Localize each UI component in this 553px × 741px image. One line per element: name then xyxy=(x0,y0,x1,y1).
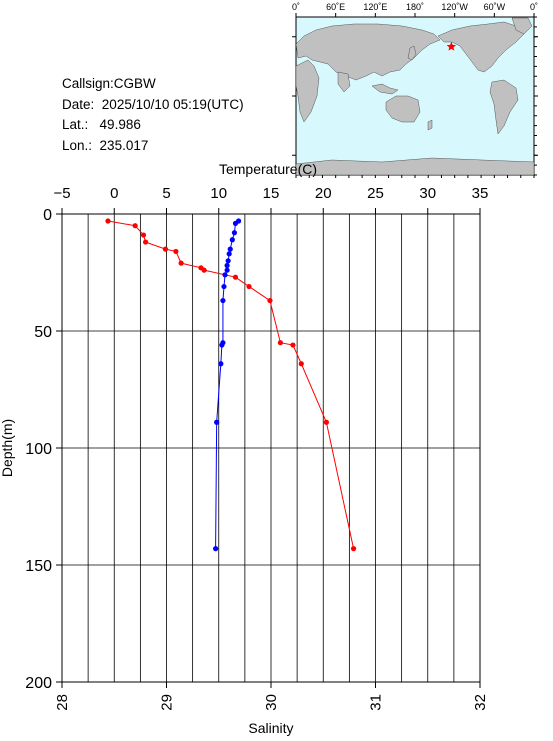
salinity-point xyxy=(220,297,226,304)
lon-label: Lon.: xyxy=(62,137,93,153)
station-marker-icon xyxy=(446,41,457,51)
map-lon-label: 60˚W xyxy=(484,2,506,12)
salinity-point xyxy=(225,258,231,264)
temperature-point xyxy=(232,274,239,280)
temperature-tick-label: 30 xyxy=(419,185,436,202)
temperature-tick-label: 35 xyxy=(472,185,489,202)
date-label: Date: xyxy=(62,96,95,112)
salinity-point xyxy=(229,237,235,243)
salinity-tick-label: 31 xyxy=(368,694,385,711)
lat-label: Lat.: xyxy=(62,117,89,132)
chart-grid xyxy=(61,213,481,683)
temperature-point xyxy=(246,283,252,290)
land-africa xyxy=(295,59,320,123)
callsign-label: Callsign: xyxy=(62,76,114,91)
lat-row: Lat.: 49.986 xyxy=(62,115,244,136)
temperature-point xyxy=(277,340,284,346)
salinity-point xyxy=(222,272,228,278)
temperature-axis: −5 0 5 10 15 20 25 30 35 xyxy=(53,185,488,214)
profile-plot: −5 0 5 10 15 20 25 30 35 28 29 30 31 32 050100150200… xyxy=(0,161,489,736)
map-lon-label: 180˚ xyxy=(406,2,424,12)
temperature-point xyxy=(105,218,111,224)
salinity-axis-label: Salinity xyxy=(248,720,293,736)
salinity-series xyxy=(213,218,242,552)
temperature-point xyxy=(201,267,207,273)
map-lon-label: 120˚E xyxy=(363,2,387,12)
temperature-point xyxy=(132,223,138,229)
depth-axis: 0 50 100 150 200 xyxy=(25,207,62,692)
salinity-tick-label: 28 xyxy=(54,694,71,711)
date-row: Date: 2025/10/10 05:19(UTC) xyxy=(62,95,244,116)
temperature-point xyxy=(178,260,184,266)
depth-tick-label: 200 xyxy=(25,675,52,692)
depth-tick-label: 100 xyxy=(25,441,52,458)
salinity-axis: 28 29 30 31 32 xyxy=(54,682,489,711)
map-lon-label: 120˚W xyxy=(441,2,468,12)
salinity-point xyxy=(218,361,224,367)
temperature-tick-label: 25 xyxy=(367,185,384,202)
land-australia xyxy=(385,95,421,123)
land-indonesia xyxy=(371,83,399,95)
temperature-point xyxy=(298,361,304,367)
depth-tick-label: 0 xyxy=(43,207,52,224)
callsign-value: CGBW xyxy=(113,76,156,91)
temperature-line xyxy=(107,220,355,549)
temperature-tick-label: 15 xyxy=(263,185,280,202)
series-layer xyxy=(105,218,357,552)
salinity-point xyxy=(224,267,230,273)
salinity-point xyxy=(213,546,219,552)
temperature-point xyxy=(173,248,179,255)
temperature-point xyxy=(143,239,149,245)
salinity-tick-label: 30 xyxy=(263,694,280,711)
land-japan xyxy=(407,45,417,61)
map-land xyxy=(295,17,535,176)
temperature-point xyxy=(323,419,329,425)
land-south-america xyxy=(489,79,519,135)
depth-tick-label: 150 xyxy=(25,558,52,575)
station-info: Callsign:CGBW Date: 2025/10/10 05:19(UTC… xyxy=(62,74,244,156)
lon-value: 235.017 xyxy=(99,137,149,153)
map-lon-label: 60˚E xyxy=(326,2,345,12)
temperature-point xyxy=(162,246,169,252)
land-greenland xyxy=(511,17,533,35)
land-new-zealand xyxy=(427,119,433,131)
land-north-america xyxy=(437,21,525,73)
temperature-tick-label: 20 xyxy=(315,185,332,202)
map-lon-label: 0˚ xyxy=(530,2,538,12)
callsign-row: Callsign:CGBW xyxy=(62,74,244,95)
temperature-tick-label: 0 xyxy=(110,185,118,202)
temperature-point xyxy=(140,232,147,238)
salinity-tick-label: 29 xyxy=(159,694,176,711)
temperature-tick-label: 10 xyxy=(210,185,227,202)
lon-row: Lon.: 235.017 xyxy=(62,136,244,157)
temperature-tick-label: −5 xyxy=(53,185,70,202)
date-value: 2025/10/10 05:19(UTC) xyxy=(101,96,244,112)
depth-axis-label: Depth(m) xyxy=(0,419,15,477)
temperature-axis-label: Temperature(C) xyxy=(219,161,317,177)
map-lon-label: 0˚ xyxy=(292,2,300,12)
salinity-point xyxy=(219,342,225,348)
salinity-point xyxy=(214,419,220,425)
salinity-point xyxy=(224,262,230,269)
land-india xyxy=(337,71,351,93)
temperature-point xyxy=(350,546,357,552)
salinity-point xyxy=(231,230,238,236)
salinity-point xyxy=(226,251,232,257)
temperature-series xyxy=(105,218,357,552)
temperature-point xyxy=(267,297,273,304)
lat-value: 49.986 xyxy=(99,117,141,132)
land-eurasia xyxy=(295,23,441,81)
map-ticks xyxy=(292,13,538,178)
salinity-tick-label: 32 xyxy=(472,694,489,711)
salinity-point xyxy=(232,220,239,226)
temperature-tick-label: 5 xyxy=(162,185,170,202)
depth-tick-label: 50 xyxy=(34,324,52,341)
profile-chart: −5 0 5 10 15 20 25 30 35 28 29 30 31 32 0 50 100 150 200… xyxy=(0,150,553,736)
salinity-point xyxy=(227,246,233,252)
salinity-point xyxy=(221,283,227,290)
temperature-point xyxy=(290,342,296,348)
